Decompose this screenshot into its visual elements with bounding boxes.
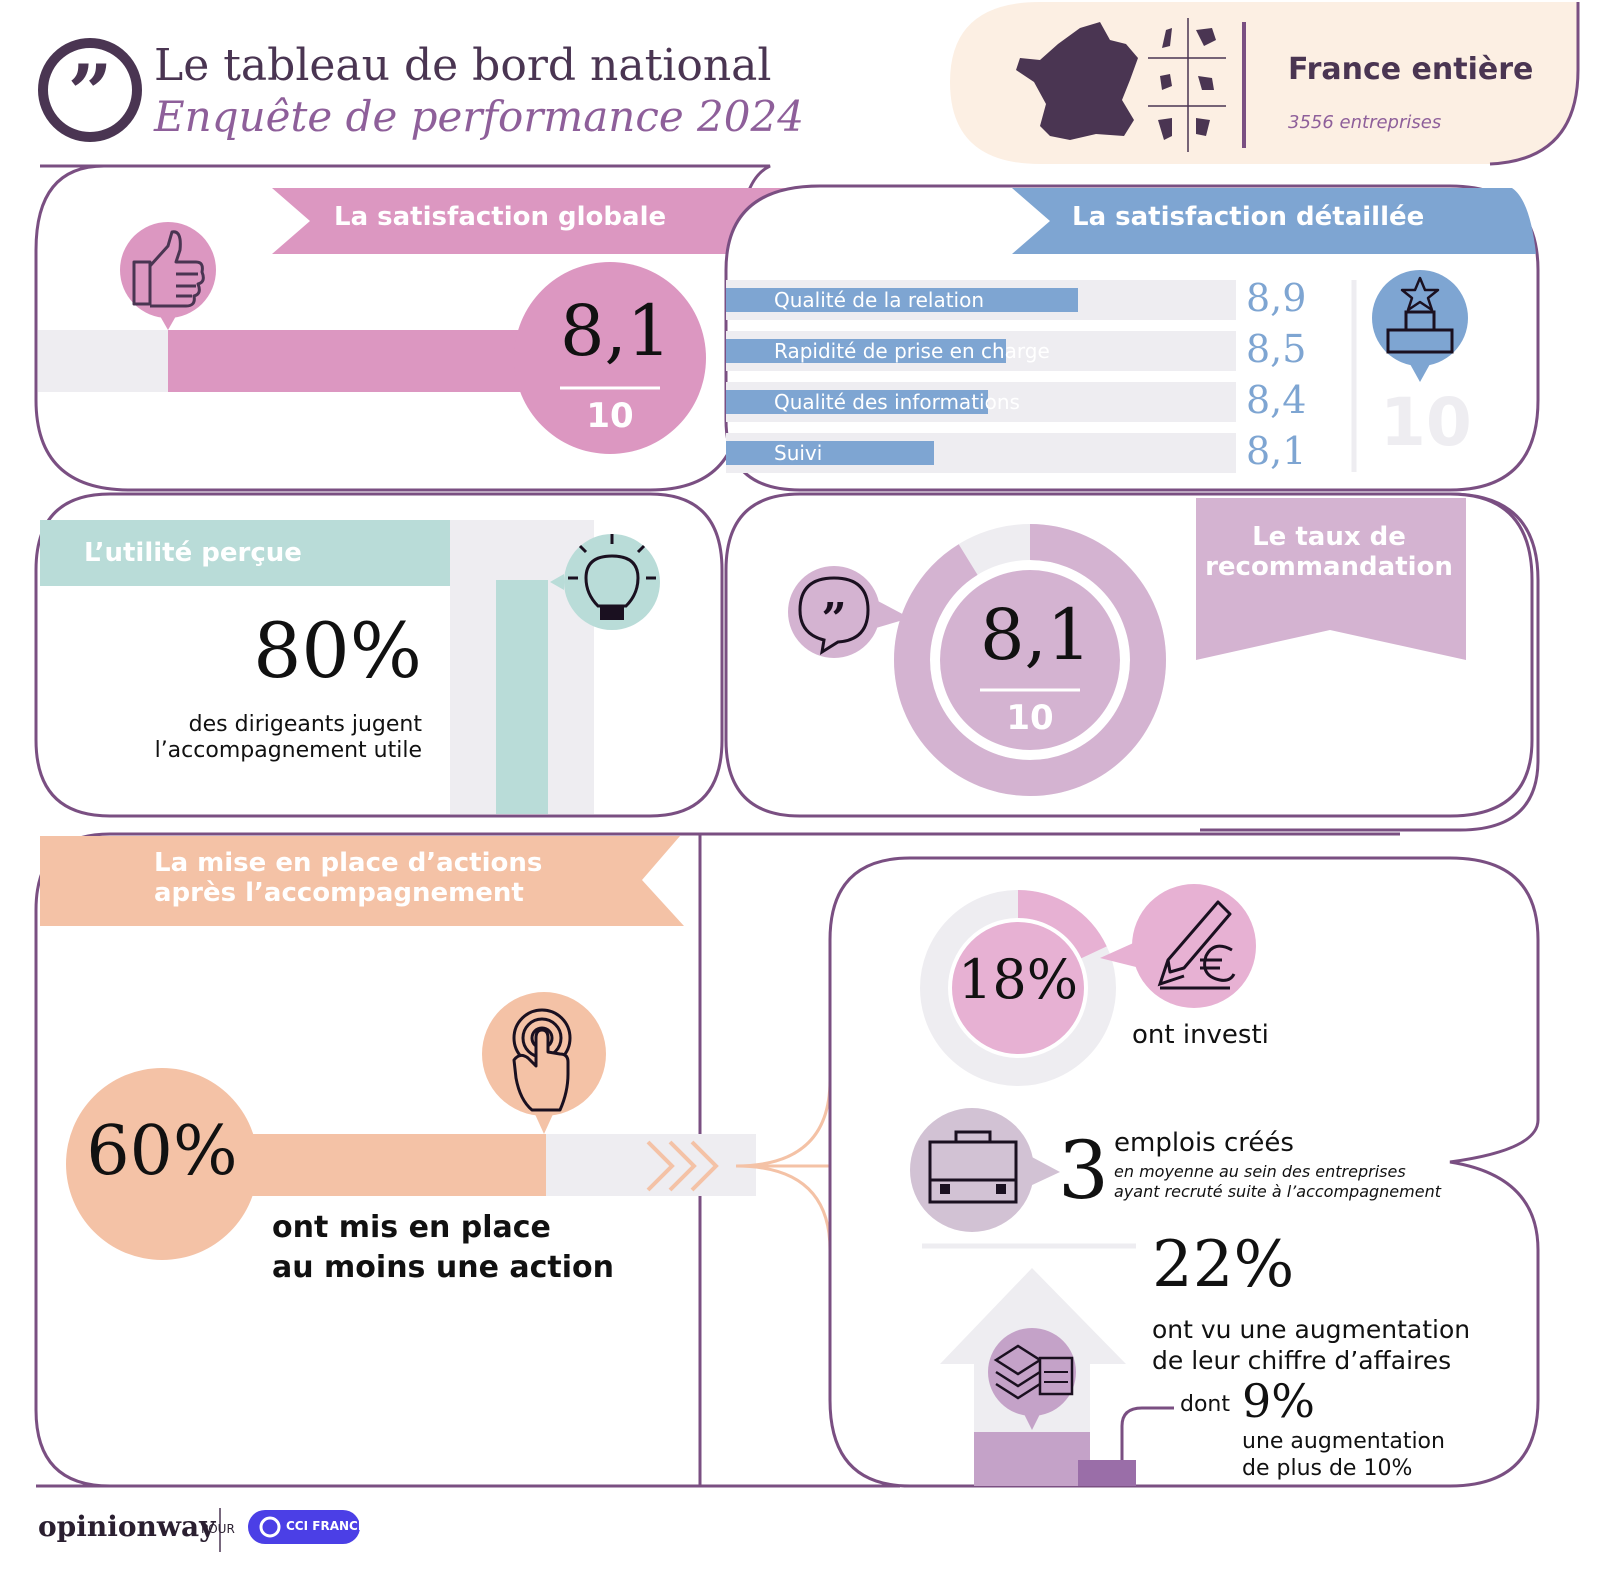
detail-bar-value: 8,5 (1246, 327, 1307, 371)
revenue-caption-line1: ont vu une augmentation (1152, 1315, 1471, 1344)
utility-caption-line2: l’accompagnement utile (154, 738, 422, 763)
touch-icon (482, 992, 606, 1134)
revenue-sub-line2: de plus de 10% (1242, 1456, 1413, 1481)
svg-text:”: ” (68, 48, 113, 139)
invested-score-circle (952, 922, 1084, 1054)
revenue-caption-line2: de leur chiffre d’affaires (1152, 1346, 1452, 1375)
recommendation-title-line2: recommandation (1205, 552, 1453, 582)
utility-caption: des dirigeants jugent l’accompagnement u… (120, 712, 422, 764)
detail-bar (726, 339, 1006, 363)
utility-value: 80% (253, 606, 422, 695)
global-satisfaction-title: La satisfaction globale (334, 202, 667, 232)
detail-bar-label: Rapidité de prise en charge (774, 339, 1050, 363)
revenue-sub-line1: une augmentation (1242, 1429, 1445, 1454)
global-score-max: 10 (586, 396, 634, 436)
utility-banner (40, 520, 486, 586)
detail-bar-value: 8,4 (1246, 378, 1307, 422)
jobs-note-line2: ayant recruté suite à l’accompagnement (1114, 1182, 1441, 1201)
cci-france-label: CCI FRANCE (286, 1519, 367, 1533)
global-score-circle (514, 262, 706, 454)
detail-bar-label: Qualité des informations (774, 390, 1020, 414)
global-satisfaction-banner (272, 188, 820, 254)
revenue-sub-prefix: dont (1180, 1392, 1230, 1417)
actions-value: 60% (86, 1112, 238, 1191)
recommendation-banner (1196, 498, 1466, 660)
recommendation-title: Le taux de recommandation (1198, 522, 1460, 582)
jobs-value: 3 (1058, 1124, 1109, 1217)
actions-score-circle (66, 1068, 258, 1260)
france-map-icon (1016, 18, 1226, 152)
revenue-sub-value: 9% (1242, 1374, 1315, 1428)
global-score: 8,1 (560, 290, 672, 372)
detail-bar (726, 390, 988, 414)
quote-icon: ” (38, 38, 142, 142)
companies-count: 3556 entreprises (1288, 112, 1442, 133)
detailed-satisfaction-banner (1012, 188, 1536, 254)
revenue-caption: ont vu une augmentation de leur chiffre … (1152, 1314, 1470, 1376)
jobs-caption: emplois créés (1114, 1128, 1294, 1158)
actions-caption: ont mis en place au moins une action (272, 1208, 614, 1288)
podium-star-icon (1372, 270, 1468, 382)
page-title: Le tableau de bord national (154, 40, 772, 91)
banknotes-icon (988, 1328, 1076, 1430)
actions-caption-line2: au moins une action (272, 1250, 614, 1285)
speech-bubble-icon: ” (788, 566, 910, 658)
utility-caption-line1: des dirigeants jugent (188, 712, 422, 737)
lightbulb-icon (550, 534, 660, 630)
actions-caption-line1: ont mis en place (272, 1210, 551, 1245)
detail-bar-label: Suivi (774, 441, 823, 465)
detailed-satisfaction-bars (726, 280, 1236, 473)
region-name: France entière (1288, 52, 1534, 87)
invested-donut-slice (920, 890, 1116, 1086)
invested-value: 18% (957, 948, 1079, 1011)
invested-caption: ont investi (1132, 1020, 1269, 1050)
pen-euro-icon (1100, 884, 1256, 1008)
detail-bar-value: 8,9 (1246, 276, 1307, 320)
actions-title-line2: après l’accompagnement (154, 878, 524, 908)
detailed-satisfaction-title: La satisfaction détaillée (1072, 202, 1425, 232)
actions-banner (40, 836, 684, 926)
utility-title: L’utilité perçue (84, 538, 302, 568)
jobs-note: en moyenne au sein des entreprises ayant… (1114, 1162, 1441, 1202)
pour-label: POUR (201, 1522, 235, 1536)
invested-donut (920, 890, 1116, 1086)
recommendation-score-max: 10 (1006, 698, 1054, 738)
jobs-note-line1: en moyenne au sein des entreprises (1114, 1162, 1406, 1181)
actions-title-line1: La mise en place d’actions (154, 848, 543, 878)
actions-title: La mise en place d’actions après l’accom… (154, 848, 542, 908)
detail-bar-value: 8,1 (1246, 429, 1307, 473)
recommendation-score-circle (940, 570, 1120, 750)
svg-text:”: ” (821, 594, 846, 645)
opinionway-logo: opinionway (38, 1510, 216, 1543)
briefcase-icon (910, 1108, 1060, 1232)
detail-bar-label: Qualité de la relation (774, 288, 985, 312)
page-subtitle: Enquête de performance 2024 (154, 92, 804, 141)
recommendation-score: 8,1 (980, 594, 1092, 676)
detail-bar (726, 441, 934, 465)
revenue-sub-caption: une augmentation de plus de 10% (1242, 1428, 1445, 1482)
thumbs-up-icon (120, 222, 216, 330)
detailed-scale-max: 10 (1380, 384, 1472, 461)
revenue-value: 22% (1152, 1228, 1295, 1302)
recommendation-title-line1: Le taux de (1252, 522, 1406, 552)
detail-bar (726, 288, 1078, 312)
